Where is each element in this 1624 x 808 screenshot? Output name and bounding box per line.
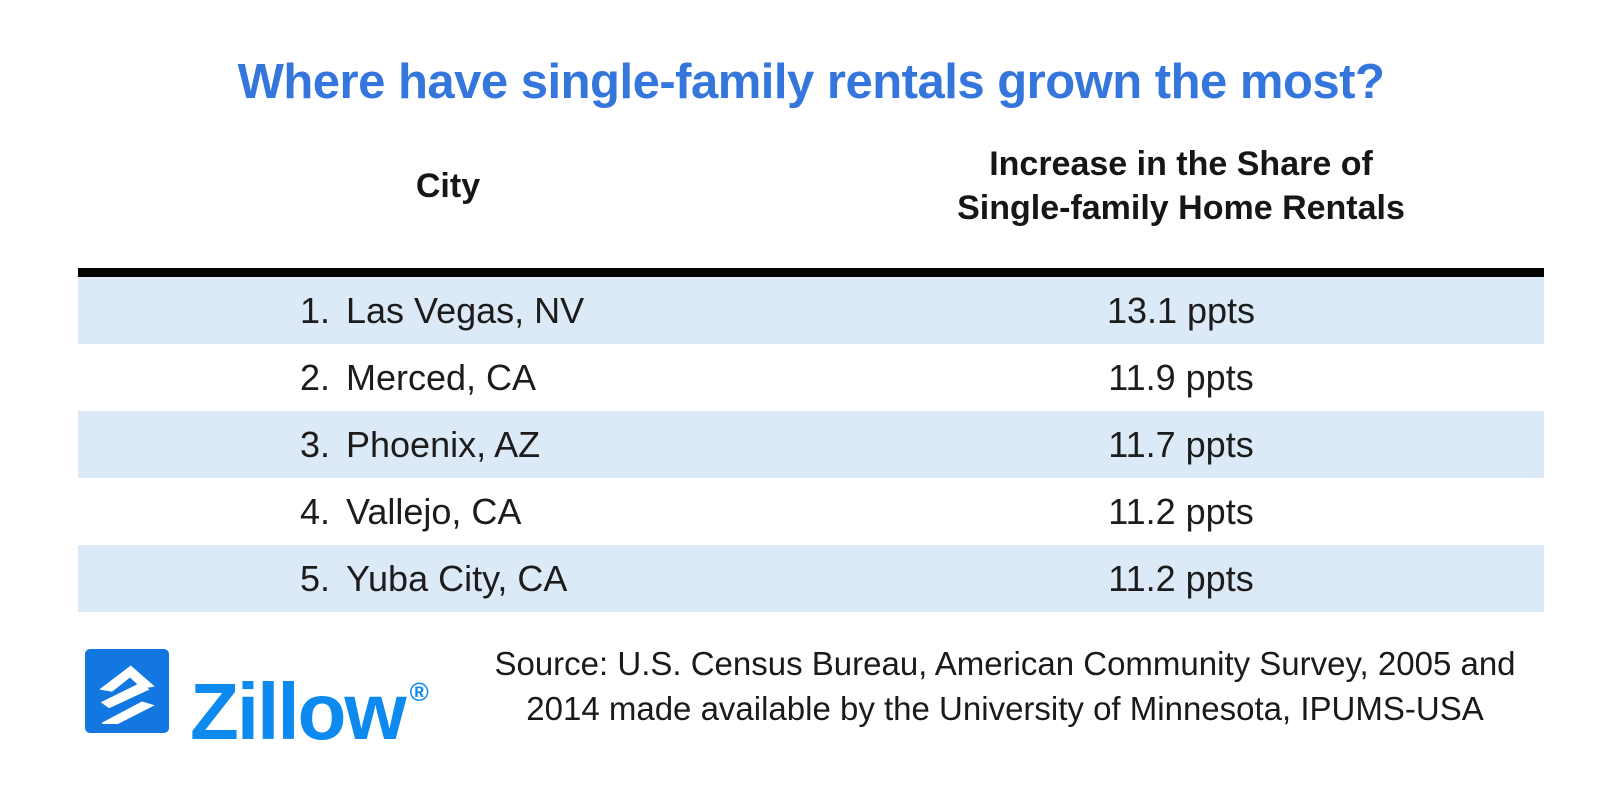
column-header-value: Increase in the Share of Single-family H… <box>818 142 1544 230</box>
table-row: 3. Phoenix, AZ 11.7 ppts <box>78 411 1544 478</box>
row-rank: 1. <box>300 289 331 331</box>
column-header-city: City <box>415 167 481 205</box>
row-value: 11.2 ppts <box>1108 490 1254 532</box>
row-value: 11.7 ppts <box>1108 423 1254 465</box>
column-header-value-line1: Increase in the Share of <box>989 145 1373 183</box>
table-body: 1. Las Vegas, NV 13.1 ppts 2. Merced, CA… <box>78 277 1544 612</box>
column-header-value-line2: Single-family Home Rentals <box>957 189 1405 227</box>
source-attribution: Source: U.S. Census Bureau, American Com… <box>460 641 1550 731</box>
row-rank: 4. <box>300 490 331 532</box>
row-value: 11.2 ppts <box>1108 557 1254 599</box>
row-rank: 3. <box>300 423 331 465</box>
table-row: 4. Vallejo, CA 11.2 ppts <box>78 478 1544 545</box>
city-cell: 3. Phoenix, AZ <box>78 424 818 466</box>
source-line-2: 2014 made available by the University of… <box>526 690 1484 727</box>
table-row: 1. Las Vegas, NV 13.1 ppts <box>78 277 1544 344</box>
city-cell: 2. Merced, CA <box>78 357 818 399</box>
row-value: 11.9 ppts <box>1108 356 1254 398</box>
zillow-logo <box>85 649 169 733</box>
city-cell: 1. Las Vegas, NV <box>78 290 818 332</box>
zillow-wordmark-text: Zillow <box>190 667 407 756</box>
row-rank: 5. <box>300 557 331 599</box>
table-row: 5. Yuba City, CA 11.2 ppts <box>78 545 1544 612</box>
page-title: Where have single-family rentals grown t… <box>237 55 1385 109</box>
table-header-row: City Increase in the Share of Single-fam… <box>78 138 1544 234</box>
row-city: Phoenix, AZ <box>346 423 541 465</box>
city-cell: 4. Vallejo, CA <box>78 491 818 533</box>
row-value: 13.1 ppts <box>1106 289 1256 331</box>
row-city: Las Vegas, NV <box>346 289 585 331</box>
zillow-wordmark: Zillow ® <box>190 650 429 754</box>
table-header-divider <box>78 268 1544 277</box>
source-line-1: Source: U.S. Census Bureau, American Com… <box>494 645 1516 682</box>
row-city: Merced, CA <box>346 356 537 398</box>
row-city: Vallejo, CA <box>346 490 522 532</box>
registered-trademark-icon: ® <box>409 677 429 707</box>
table-row: 2. Merced, CA 11.9 ppts <box>78 344 1544 411</box>
city-cell: 5. Yuba City, CA <box>78 558 818 600</box>
row-rank: 2. <box>300 356 331 398</box>
row-city: Yuba City, CA <box>346 557 568 599</box>
